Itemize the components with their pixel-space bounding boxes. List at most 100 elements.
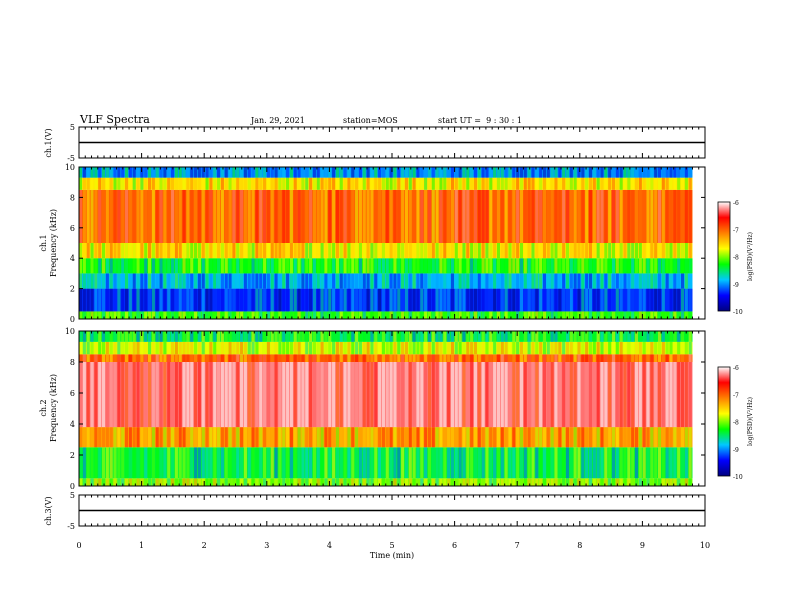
spectrogram-cell (79, 167, 83, 178)
spectrogram-cell (435, 341, 439, 355)
spectrogram-cell (496, 447, 501, 479)
spectrogram-cell (504, 362, 508, 428)
spectrogram-cell (289, 331, 293, 342)
spectrogram-cell (213, 167, 217, 178)
spectrogram-cell (286, 273, 290, 289)
spectrogram-cell (136, 288, 140, 312)
spectrogram-cell (404, 273, 408, 289)
spectrogram-cell (677, 273, 681, 289)
spectrogram-cell (650, 258, 654, 274)
spectrogram-cell (485, 189, 489, 243)
spectrogram-cell (201, 311, 205, 319)
spectrogram-cell (159, 447, 163, 479)
spectrogram-cell (458, 331, 462, 342)
spectrogram-cell (171, 273, 175, 289)
spectrogram-cell (646, 189, 650, 243)
spectrogram-cell (554, 362, 558, 428)
spectrogram-cell (125, 167, 129, 178)
spectrogram-cell (378, 167, 382, 178)
spectrogram-cell (600, 478, 604, 486)
spectrogram-cell (102, 311, 106, 319)
spectrogram-cell (462, 177, 466, 190)
spectrogram-cell (435, 362, 439, 428)
spectrogram-cell (117, 311, 121, 319)
spectrogram-cell (182, 177, 186, 190)
spectrogram-cell (255, 362, 259, 428)
spectrogram-cell (335, 354, 339, 362)
spectrogram-cell (86, 331, 90, 342)
spectrogram-cell (94, 341, 98, 355)
spectrogram-cell (213, 341, 217, 355)
spectrogram-cell (404, 341, 408, 355)
spectrogram-cell (217, 362, 221, 428)
spectrogram-cell (454, 311, 458, 319)
spectrogram-cell (178, 341, 182, 355)
spectrogram-cell (167, 273, 171, 289)
spectrogram-cell (504, 258, 508, 274)
spectrogram-cell (550, 273, 554, 289)
spectrogram-cell (240, 331, 244, 342)
x-tick-label: 6 (452, 541, 457, 550)
spectrogram-cell (159, 177, 163, 190)
spectrogram-cell (194, 167, 198, 178)
figure-title: VLF Spectra (79, 113, 150, 126)
spectrogram-cell (236, 354, 240, 362)
spectrogram-cell (121, 341, 125, 355)
spectrogram-cell (312, 331, 316, 342)
spectrogram-cell (144, 478, 148, 486)
ch1-spec-ylabel-line1: ch.1 (39, 234, 48, 251)
spectrogram-cell (688, 243, 692, 259)
spectrogram-cell (117, 273, 121, 289)
spectrogram-cell (370, 258, 374, 274)
spectrogram-cell (167, 243, 171, 259)
spectrogram-cell (186, 273, 190, 289)
spectrogram-cell (535, 478, 539, 486)
spectrogram-cell (619, 258, 623, 274)
spectrogram-cell (324, 177, 328, 190)
spectrogram-cell (121, 177, 125, 190)
spectrogram-cell (132, 362, 136, 428)
spectrogram-cell (182, 341, 186, 355)
spectrogram-cell (374, 447, 378, 479)
spectrogram-cell (638, 243, 642, 259)
spectrogram-cell (401, 311, 405, 319)
spectrogram-cell (132, 311, 136, 319)
spectrogram-cell (201, 331, 205, 342)
spectrogram-cell (512, 341, 516, 355)
spectrogram-cell (470, 311, 474, 319)
spectrogram-cell (604, 341, 608, 355)
spectrogram-cell (408, 362, 412, 428)
spectrogram-cell (370, 177, 374, 190)
spectrogram-cell (197, 341, 201, 355)
spectrogram-cell (266, 427, 270, 448)
spectrogram-cell (209, 478, 213, 486)
spectrogram-cell (554, 243, 558, 259)
spectrogram-cell (657, 243, 662, 259)
spectrogram-cell (94, 447, 98, 479)
spectrogram-cell (79, 447, 83, 479)
x-tick-label: 10 (700, 541, 710, 550)
spectrogram-cell (305, 362, 309, 428)
spectrogram-cell (351, 427, 355, 448)
spectrogram-cell (270, 341, 274, 355)
spectrogram-cell (289, 167, 293, 178)
spectrogram-cell (128, 362, 132, 428)
spectrogram-cell (324, 331, 328, 342)
spectrogram-cell (466, 331, 470, 342)
spectrogram-cell (289, 427, 293, 448)
spectrogram-cell (259, 427, 263, 448)
spectrogram-cell (565, 189, 570, 243)
spectrogram-cell (623, 311, 627, 319)
spectrogram-cell (289, 311, 293, 319)
spectrogram-cell (516, 273, 520, 289)
spectrogram-cell (186, 311, 190, 319)
spectrogram-cell (408, 447, 412, 479)
spectrogram-cell (435, 243, 439, 259)
spectrogram-cell (151, 341, 155, 355)
spectrogram-cell (623, 177, 627, 190)
spectrogram-cell (627, 311, 631, 319)
spectrogram-cell (385, 288, 389, 312)
spectrogram-cell (585, 447, 589, 479)
spectrogram-cell (255, 273, 259, 289)
spectrogram-cell (117, 243, 121, 259)
